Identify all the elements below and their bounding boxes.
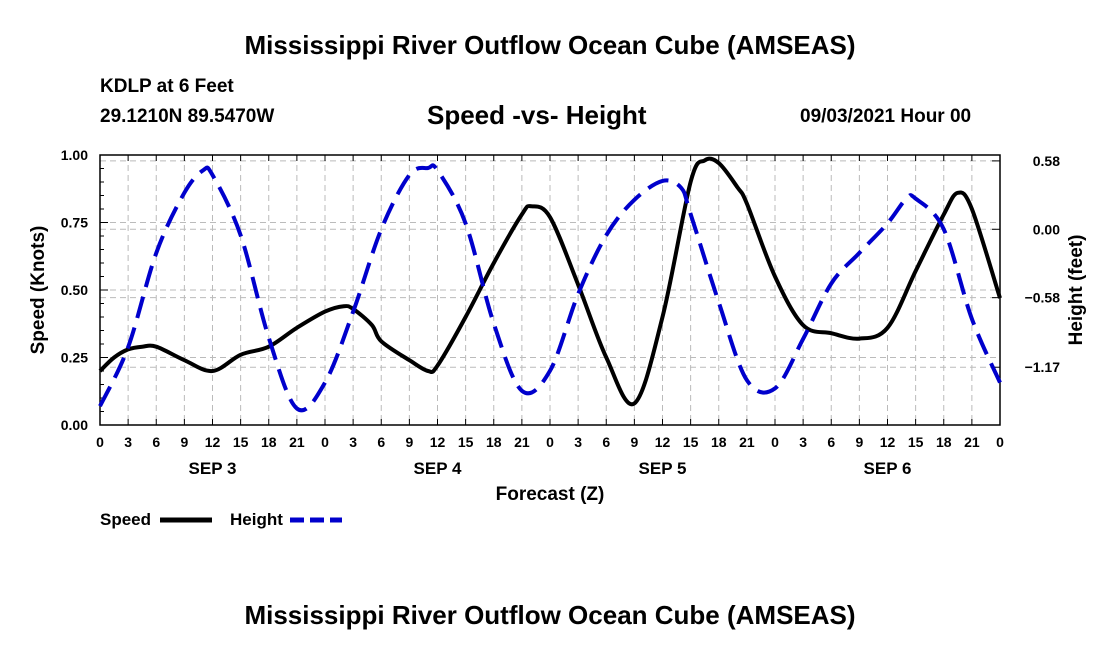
x-tick-label: 6 [377, 434, 385, 450]
x-tick-label: 6 [152, 434, 160, 450]
grid-lines [100, 155, 1000, 425]
datetime-label: 09/03/2021 Hour 00 [800, 106, 972, 127]
series-line-height [98, 163, 1002, 413]
x-tick-label: 18 [486, 434, 502, 450]
y2-tick-label: 0.00 [1033, 221, 1060, 237]
x-tick-label: 12 [655, 434, 671, 450]
y2-tick-label: −1.17 [1025, 359, 1061, 375]
x-tick-label: 0 [321, 434, 329, 450]
y2-tick-label: −0.58 [1025, 290, 1061, 306]
y2-tick-label: 0.58 [1033, 153, 1060, 169]
x-tick-label: 0 [996, 434, 1004, 450]
x-tick-label: 18 [711, 434, 727, 450]
coordinates-label: 29.1210N 89.5470W [100, 106, 275, 127]
day-label: SEP 6 [864, 459, 912, 478]
main-title: Mississippi River Outflow Ocean Cube (AM… [244, 30, 856, 60]
y-tick-label: 0.50 [61, 282, 88, 298]
x-tick-label: 3 [124, 434, 132, 450]
x-tick-label: 9 [630, 434, 638, 450]
x-tick-label: 0 [771, 434, 779, 450]
x-tick-label: 15 [458, 434, 474, 450]
y-tick-label: 1.00 [61, 147, 88, 163]
x-tick-label: 21 [514, 434, 530, 450]
footer-title: Mississippi River Outflow Ocean Cube (AM… [244, 600, 856, 630]
x-tick-label: 9 [405, 434, 413, 450]
x-tick-label: 6 [602, 434, 610, 450]
x-tick-label: 21 [739, 434, 755, 450]
x-tick-label: 6 [827, 434, 835, 450]
x-tick-label: 18 [261, 434, 277, 450]
station-label: KDLP at 6 Feet [100, 76, 234, 97]
x-tick-label: 0 [96, 434, 104, 450]
legend-height-label: Height [230, 510, 283, 529]
legend: Speed Height [100, 510, 342, 529]
x-tick-label: 12 [205, 434, 221, 450]
day-label: SEP 4 [414, 459, 462, 478]
y2-axis-label: Height (feet) [1066, 235, 1087, 346]
x-tick-label: 18 [936, 434, 952, 450]
x-tick-label: 3 [574, 434, 582, 450]
y-tick-label: 0.75 [61, 215, 88, 231]
y-tick-label: 0.00 [61, 417, 88, 433]
x-tick-label: 12 [430, 434, 446, 450]
x-tick-label: 3 [349, 434, 357, 450]
x-tick-label: 12 [880, 434, 896, 450]
x-tick-label: 15 [233, 434, 249, 450]
axes: 0 3 6 9 12 15 18 21 0 3 6 9 12 15 18 21 0 3 6 9 12 15 18 21 0 3 6 9… [61, 147, 1060, 478]
x-tick-label: 21 [289, 434, 305, 450]
x-tick-label: 9 [180, 434, 188, 450]
x-axis-label: Forecast (Z) [496, 484, 605, 505]
x-tick-label: 9 [855, 434, 863, 450]
y-tick-label: 0.25 [61, 350, 88, 366]
y-axis-label: Speed (Knots) [28, 226, 49, 355]
day-label: SEP 5 [639, 459, 687, 478]
series [98, 156, 1002, 413]
day-label: SEP 3 [189, 459, 237, 478]
x-tick-label: 15 [908, 434, 924, 450]
legend-speed-label: Speed [100, 510, 151, 529]
x-tick-label: 0 [546, 434, 554, 450]
x-tick-label: 3 [799, 434, 807, 450]
x-tick-label: 15 [683, 434, 699, 450]
chart-title: Speed -vs- Height [427, 100, 647, 130]
series-line-speed [98, 156, 1002, 407]
x-tick-label: 21 [964, 434, 980, 450]
